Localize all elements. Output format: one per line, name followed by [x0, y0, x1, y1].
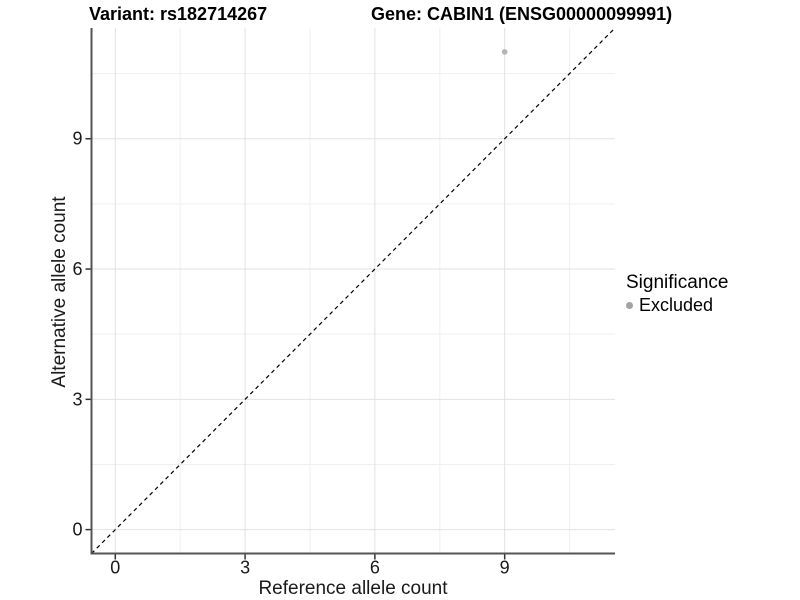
x-tick-label: 0 — [110, 558, 120, 578]
identity-line — [91, 27, 616, 554]
legend: Significance Excluded — [626, 272, 728, 316]
y-tick-label: 0 — [72, 520, 82, 540]
grid-major-lines — [91, 28, 615, 554]
axis-tick-labels: 0 3 6 9 0 3 6 9 — [72, 129, 509, 578]
x-tick-label: 9 — [500, 558, 510, 578]
legend-point-icon — [626, 302, 633, 309]
legend-item: Excluded — [626, 295, 728, 316]
legend-title: Significance — [626, 272, 729, 293]
gene-title: Gene: CABIN1 (ENSG00000099991) — [371, 4, 673, 24]
x-tick-label: 6 — [370, 558, 380, 578]
y-tick-label: 9 — [72, 129, 82, 149]
legend-items: Excluded — [626, 295, 728, 316]
legend-item-label: Excluded — [639, 295, 714, 315]
data-points — [501, 49, 508, 55]
y-axis-title: Alternative allele count — [49, 196, 70, 388]
axis-tick-marks — [85, 137, 506, 560]
grid-minor-lines — [91, 28, 615, 554]
variant-title: Variant: rs182714267 — [89, 4, 268, 24]
identity-dashed-line — [91, 27, 616, 554]
axis-lines — [90, 28, 615, 555]
x-axis-title: Reference allele count — [258, 578, 448, 599]
y-tick-label: 3 — [72, 389, 82, 409]
y-tick-label: 6 — [72, 259, 82, 279]
scatter-point — [501, 49, 508, 55]
x-tick-label: 3 — [240, 558, 250, 578]
